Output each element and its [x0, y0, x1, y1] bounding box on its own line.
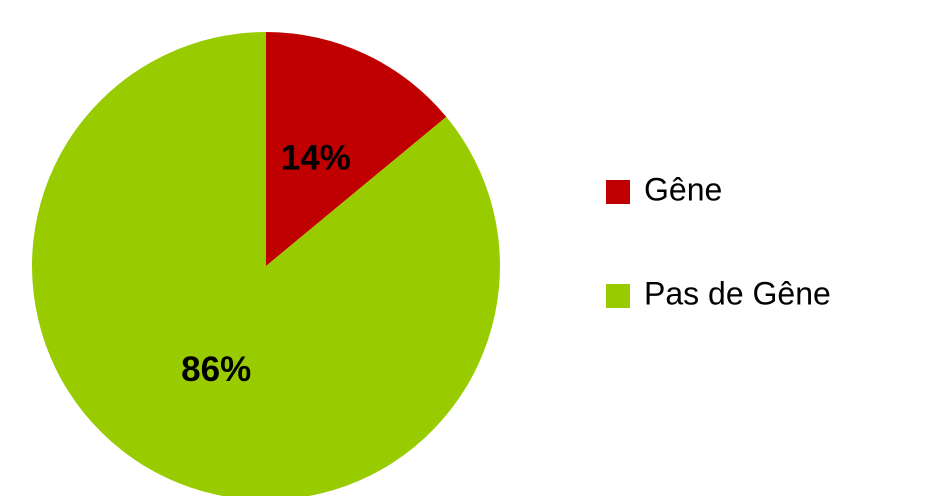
- pie-slice: [32, 32, 500, 496]
- value-label: 14%: [281, 138, 351, 177]
- legend-swatch: [606, 180, 630, 204]
- legend-label: Gêne: [644, 171, 722, 207]
- value-label: 86%: [181, 350, 251, 389]
- legend-label: Pas de Gêne: [644, 275, 831, 311]
- pie-slice: [266, 32, 447, 266]
- legend-swatch: [606, 284, 630, 308]
